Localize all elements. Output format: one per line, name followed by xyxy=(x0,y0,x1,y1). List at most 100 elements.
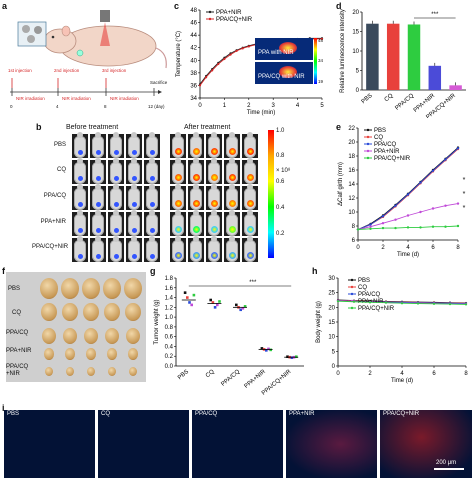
data-point xyxy=(381,215,385,218)
panel-label-i: i xyxy=(2,403,5,413)
data-point xyxy=(235,303,238,307)
mouse-image-before xyxy=(126,236,142,262)
data-point xyxy=(419,210,422,214)
row-label-cq: CQ xyxy=(57,167,66,173)
panel-b-imaging: Before treatment After treatment PBS CQ … xyxy=(32,122,298,264)
y-tick-label: 0.8 xyxy=(165,325,174,331)
x-tick-label: 8 xyxy=(456,245,460,251)
tumor-specimen xyxy=(61,278,79,299)
fluor-ppacq: PPA/CQ xyxy=(192,410,283,478)
panel-label-a: a xyxy=(2,1,8,11)
data-point xyxy=(456,224,460,228)
legend-marker xyxy=(208,10,212,14)
panel-i-fluorescence: PBS CQ PPA/CQ PPA+NIR PPA/CQ+NIR 200 μm xyxy=(4,410,472,478)
y-tick-label: 48 xyxy=(190,8,197,14)
panel-label-g: g xyxy=(150,266,156,276)
mouse-image-after xyxy=(224,158,240,184)
data-point xyxy=(444,158,447,161)
legend-label: PPA/CQ xyxy=(374,142,397,148)
legend-marker xyxy=(350,278,354,282)
mouse-image-after xyxy=(170,158,186,184)
mouse-image-before xyxy=(108,210,124,236)
y-tick-label: 20 xyxy=(348,140,355,146)
data-point xyxy=(223,57,226,61)
fluor-pbs: PBS xyxy=(4,410,95,478)
x-tick-label: CQ xyxy=(384,93,395,104)
data-point xyxy=(384,301,388,304)
tumor-specimen xyxy=(42,328,56,345)
bar xyxy=(407,24,421,91)
panel-label-d: d xyxy=(336,1,342,11)
legend-label: CQ xyxy=(374,135,383,141)
tumor-specimen xyxy=(126,328,140,345)
x-tick-label: 2 xyxy=(368,371,372,377)
legend-label: PPA/CQ+NIR xyxy=(358,306,395,312)
y-tick-label: 1.6 xyxy=(165,286,174,292)
tumor-specimen xyxy=(63,328,77,345)
mouse-image-before xyxy=(72,184,88,210)
mouse-image-before xyxy=(90,132,106,158)
mouse-image-after xyxy=(188,158,204,184)
y-tick-label: 0.4 xyxy=(165,344,174,350)
data-point xyxy=(431,207,435,210)
panel-label-f: f xyxy=(2,266,5,276)
chart-d-luminescence: 0 5 10 15 20 Relative luminescence intensity P… xyxy=(340,9,466,118)
mouse-image-before xyxy=(126,132,142,158)
panel-label-h: h xyxy=(312,266,318,276)
y-tick-label: 0 xyxy=(356,88,360,94)
legend-marker xyxy=(350,292,354,296)
y-tick-label: 34 xyxy=(190,96,197,102)
tumor-specimen xyxy=(83,303,99,322)
x-tick-label: 4 xyxy=(296,103,300,109)
data-point xyxy=(444,225,447,228)
y-tick-label: 15 xyxy=(328,320,335,326)
tumor-specimen xyxy=(124,278,142,299)
y-axis-label: Relative luminescence intensity xyxy=(340,9,346,93)
laser-icon xyxy=(100,10,110,22)
tumor-specimen xyxy=(41,303,57,322)
mouse-image-before xyxy=(72,210,88,236)
data-point xyxy=(260,347,264,350)
tumor-row-cq: CQ xyxy=(12,310,21,316)
mouse-image-after xyxy=(206,184,222,210)
timeline-tick-8: 8 xyxy=(104,104,107,109)
data-point xyxy=(369,227,372,230)
data-point xyxy=(320,37,324,41)
x-tick-label: PBS xyxy=(361,93,374,105)
data-point xyxy=(400,302,404,305)
data-point xyxy=(456,147,460,150)
inset-scale-mid: 34 xyxy=(318,58,324,63)
row-label-ppacqnir: PPA/CQ+NIR xyxy=(32,244,69,250)
mouse-image-after xyxy=(188,236,204,262)
mouse-image-before xyxy=(144,210,160,236)
data-point xyxy=(235,49,238,52)
y-tick-label: 1.8 xyxy=(165,276,174,282)
mouse-image-before xyxy=(90,210,106,236)
tumor-row-ppacqnir: PPA/CQ +NIR xyxy=(6,364,29,377)
tumor-specimen xyxy=(107,348,117,360)
mouse-image-before xyxy=(126,158,142,184)
colorbar xyxy=(268,130,274,258)
mouse-image-before xyxy=(108,132,124,158)
inset-scale-max: 48 xyxy=(318,38,324,43)
x-tick-label: 0 xyxy=(198,103,202,109)
fluor-ppanir: PPA+NIR xyxy=(286,410,377,478)
x-tick-label: 1 xyxy=(223,103,227,109)
legend-marker xyxy=(366,142,370,146)
x-tick-label: 6 xyxy=(431,245,435,251)
data-point xyxy=(211,301,215,304)
data-point xyxy=(352,300,356,303)
mouse-image-after xyxy=(242,236,258,262)
legend-label: PPA/CQ+NIR xyxy=(216,17,253,23)
data-point xyxy=(247,45,250,48)
x-tick-label: 5 xyxy=(320,103,324,109)
data-point xyxy=(205,76,208,79)
inset-scale-min: 19 xyxy=(318,79,324,84)
data-point xyxy=(419,181,422,184)
sig-label: * xyxy=(463,177,466,184)
data-point xyxy=(241,47,244,50)
y-tick-label: 46 xyxy=(190,21,197,27)
mouse-image-after xyxy=(224,236,240,262)
tumor-specimen xyxy=(125,303,141,322)
colorbar-tick-2: 0.8 xyxy=(276,153,285,159)
